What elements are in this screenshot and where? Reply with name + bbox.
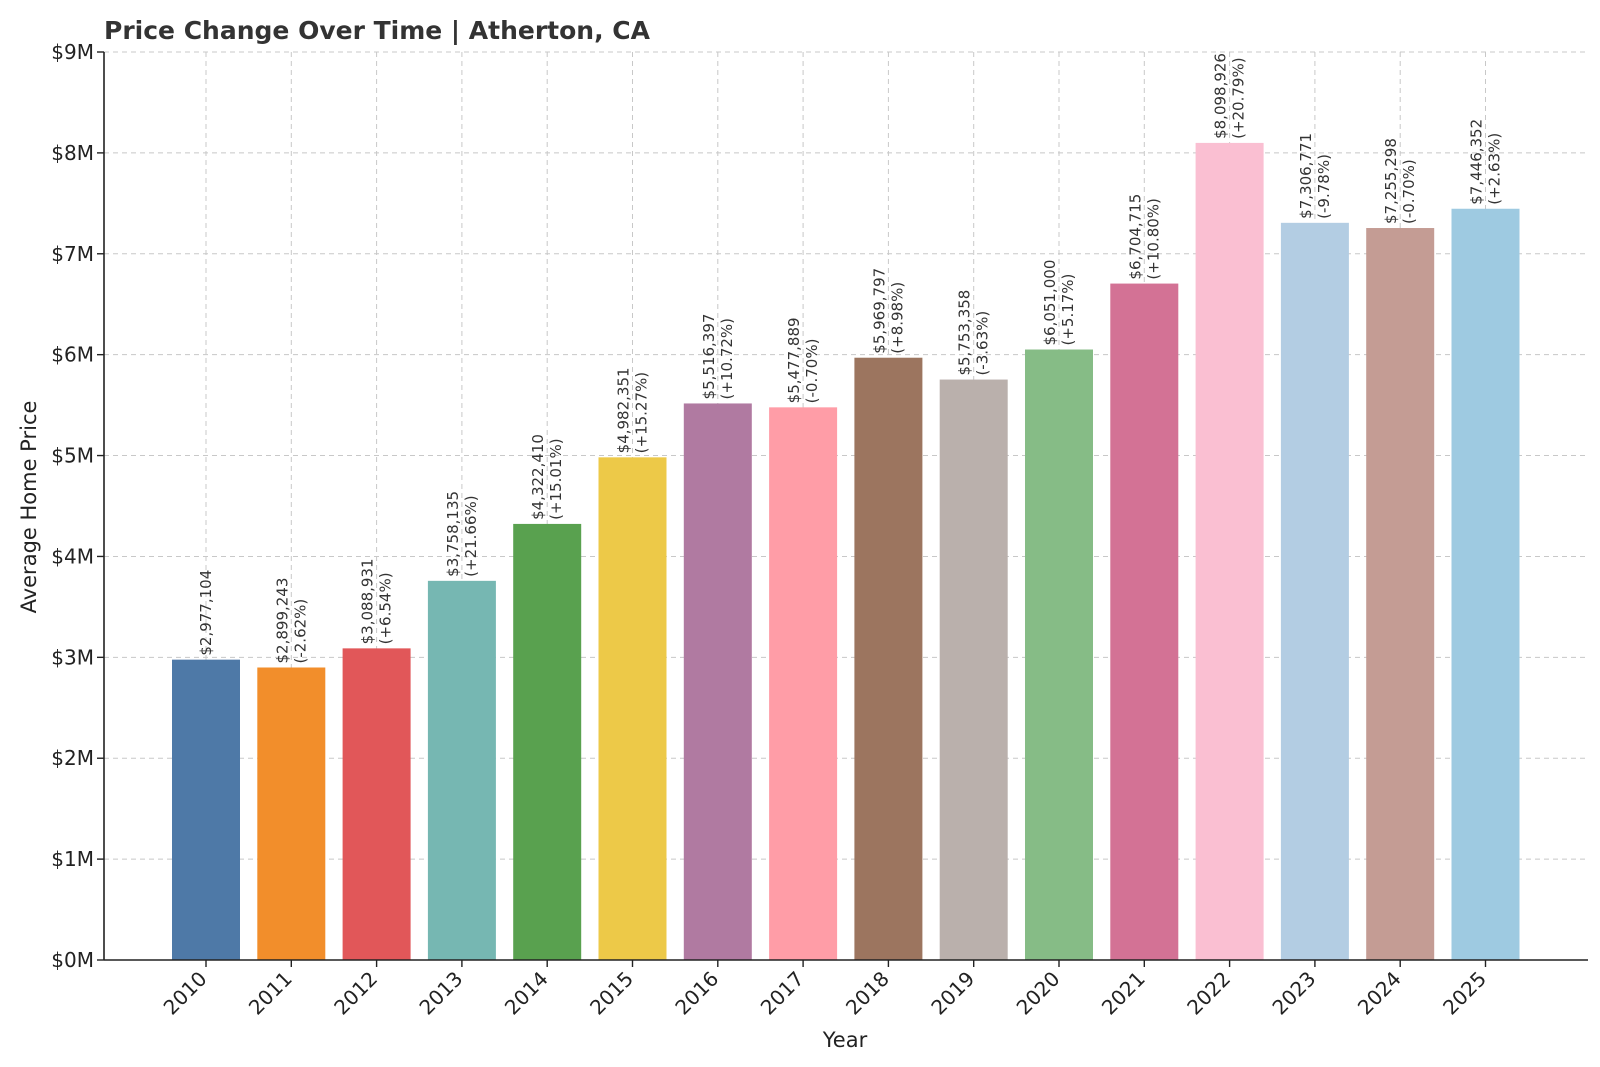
change-label: (+5.17%) xyxy=(1059,274,1077,346)
x-tick-label: 2019 xyxy=(926,967,979,1020)
x-tick-label: 2023 xyxy=(1267,967,1320,1020)
bar-2019 xyxy=(939,379,1008,960)
value-label: $5,753,358 xyxy=(956,290,974,376)
bar-2018 xyxy=(854,357,923,960)
bar-2015 xyxy=(598,457,667,960)
change-label: (+2.63%) xyxy=(1486,133,1504,205)
bar-2011 xyxy=(257,667,326,960)
value-label: $2,899,243 xyxy=(273,578,291,664)
value-label: $6,051,000 xyxy=(1041,260,1059,346)
y-tick-label: $5M xyxy=(51,444,94,468)
x-tick-label: 2018 xyxy=(841,967,894,1020)
bars xyxy=(172,142,1520,961)
y-tick-label: $2M xyxy=(51,746,94,770)
y-tick-label: $9M xyxy=(51,40,94,64)
value-label: $5,516,397 xyxy=(700,314,718,400)
value-label: $3,088,931 xyxy=(359,558,377,644)
chart-title: Price Change Over Time | Atherton, CA xyxy=(104,16,651,45)
value-label: $7,255,298 xyxy=(1382,138,1400,224)
bar-2016 xyxy=(683,403,752,960)
value-label: $7,446,352 xyxy=(1468,119,1486,205)
y-tick-label: $6M xyxy=(51,343,94,367)
bar-2020 xyxy=(1025,349,1093,960)
x-tick-label: 2015 xyxy=(585,967,638,1020)
x-tick-label: 2022 xyxy=(1182,967,1235,1020)
y-axis: $0M $1M $2M $3M $4M $5M $6M $7M $8M $9M xyxy=(51,40,105,972)
change-label: (-0.70%) xyxy=(803,339,821,404)
bar-2021 xyxy=(1110,283,1179,961)
value-label: $4,982,351 xyxy=(615,367,633,453)
bar-2025 xyxy=(1451,208,1520,960)
bar-2010 xyxy=(172,659,240,960)
y-tick-label: $8M xyxy=(51,141,94,165)
value-label: $4,322,410 xyxy=(529,434,547,520)
value-label: $8,098,926 xyxy=(1212,53,1230,139)
change-label: (+6.54%) xyxy=(377,572,395,644)
bar-2024 xyxy=(1366,228,1435,960)
change-label: (+10.72%) xyxy=(718,318,736,399)
x-tick-label: 2014 xyxy=(500,967,553,1020)
change-label: (-2.62%) xyxy=(291,599,309,664)
change-label: (+20.79%) xyxy=(1230,57,1248,138)
bar-2014 xyxy=(513,523,582,960)
y-tick-label: $4M xyxy=(51,544,94,568)
change-label: (+21.66%) xyxy=(462,495,480,576)
y-tick-label: $7M xyxy=(51,242,94,266)
value-label: $7,306,771 xyxy=(1297,133,1315,219)
value-label: $5,477,889 xyxy=(785,317,803,403)
value-label: $5,969,797 xyxy=(870,268,888,354)
bar-2017 xyxy=(769,407,838,960)
change-label: (-9.78%) xyxy=(1315,154,1333,219)
x-tick-label: 2011 xyxy=(244,967,297,1020)
value-label: $2,977,104 xyxy=(197,570,215,656)
x-tick-label: 2013 xyxy=(414,967,467,1020)
change-label: (+15.01%) xyxy=(547,438,565,519)
change-label: (+10.80%) xyxy=(1144,198,1162,279)
bar-2023 xyxy=(1280,222,1349,960)
x-axis-label: Year xyxy=(822,1028,868,1052)
change-label: (+15.27%) xyxy=(633,372,651,453)
x-tick-label: 2021 xyxy=(1097,967,1150,1020)
y-tick-label: $3M xyxy=(51,645,94,669)
x-tick-label: 2012 xyxy=(329,967,382,1020)
value-label: $3,758,135 xyxy=(444,491,462,577)
x-tick-label: 2017 xyxy=(756,967,809,1020)
x-tick-label: 2020 xyxy=(1012,967,1065,1020)
y-tick-label: $1M xyxy=(51,847,94,871)
bar-2022 xyxy=(1195,142,1264,961)
bar-2012 xyxy=(342,648,411,960)
change-label: (-3.63%) xyxy=(974,311,992,376)
bar-labels: $2,977,104 $2,899,243 (-2.62%) $3,088,931 (+… xyxy=(197,53,1504,663)
x-tick-label: 2025 xyxy=(1438,967,1491,1020)
x-tick-label: 2016 xyxy=(670,967,723,1020)
y-axis-label: Average Home Price xyxy=(17,401,41,614)
grid-lines xyxy=(104,51,1588,960)
y-tick-label: $0M xyxy=(51,948,94,972)
x-tick-label: 2010 xyxy=(159,967,212,1020)
value-label: $6,704,715 xyxy=(1126,194,1144,280)
change-label: (+8.98%) xyxy=(888,282,906,354)
x-tick-label: 2024 xyxy=(1353,967,1406,1020)
bar-2013 xyxy=(427,580,496,960)
change-label: (-0.70%) xyxy=(1400,159,1418,224)
x-axis: 2010 2011 2012 2013 2014 2015 2016 2017 2018 2019… xyxy=(104,959,1588,1020)
